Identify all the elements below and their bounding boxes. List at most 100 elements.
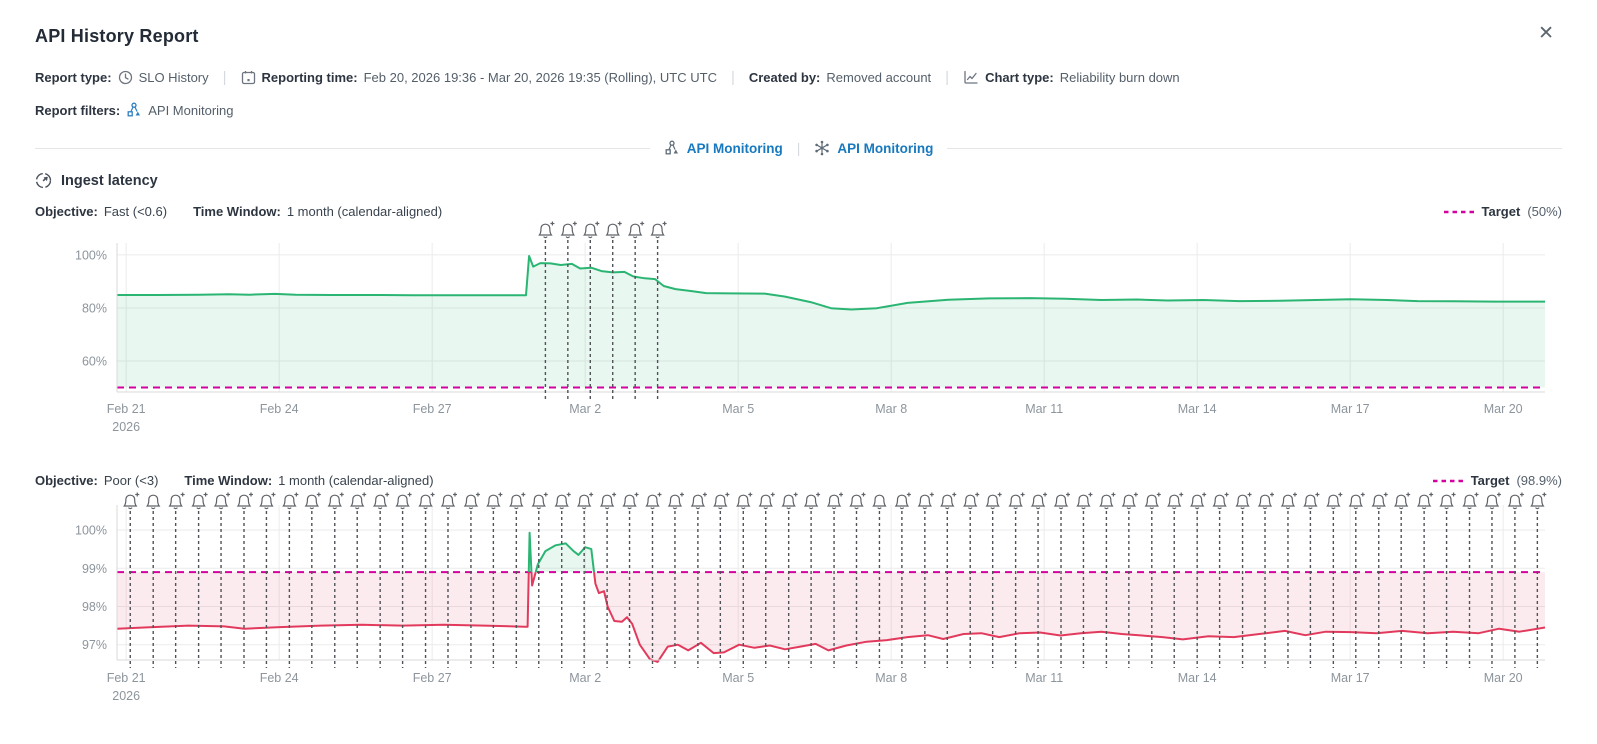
alert-bell-icon[interactable]	[963, 492, 980, 510]
time-window-value: 1 month (calendar-aligned)	[286, 204, 443, 219]
meta-divider: |	[945, 69, 950, 86]
slo-link-1[interactable]: API Monitoring	[664, 140, 783, 156]
alert-bell-icon[interactable]	[1484, 492, 1501, 510]
created-by-label: Created by:	[748, 70, 821, 85]
chart-type-value: Reliability burn down	[1059, 70, 1180, 85]
alert-bell-icon[interactable]	[1167, 492, 1184, 510]
objective-value: Poor (<3)	[103, 473, 159, 488]
reporting-time: Reporting time: Feb 20, 2026 19:36 - Mar…	[241, 70, 717, 85]
alert-bell-icon[interactable]	[1439, 492, 1456, 510]
calendar-icon	[241, 70, 256, 85]
objective-label: Objective:	[35, 473, 98, 488]
alert-bell-icon[interactable]	[713, 492, 730, 510]
alert-bell-icon[interactable]	[645, 492, 662, 510]
svg-text:Mar 17: Mar 17	[1331, 671, 1370, 685]
slo-link-2-label: API Monitoring	[837, 140, 934, 156]
alert-bell-icon[interactable]	[1462, 492, 1479, 510]
target-dash-swatch	[1432, 479, 1463, 482]
alert-bell-icon[interactable]	[282, 492, 299, 510]
alert-bell-icon[interactable]	[894, 492, 911, 510]
alert-bell-icon[interactable]	[1530, 492, 1547, 510]
alert-bell-icon[interactable]	[1371, 492, 1388, 510]
alert-bell-icon[interactable]	[627, 221, 645, 239]
report-type-label: Report type:	[35, 70, 112, 85]
alert-bell-icon[interactable]	[1121, 492, 1138, 510]
chart-block-1: Objective: Fast (<0.6) Time Window: 1 mo…	[35, 204, 1562, 435]
alert-bell-icon[interactable]	[940, 492, 957, 510]
alert-bell-icon[interactable]	[826, 492, 844, 510]
alert-bell-icon[interactable]	[1076, 492, 1093, 510]
alert-bell-icon[interactable]	[327, 492, 344, 510]
alert-bell-icon[interactable]	[463, 492, 480, 510]
close-icon[interactable]: ✕	[1538, 23, 1554, 44]
slo-burndown-chart-2: 100% 99% 98% 97% Feb 21 2026 Feb 24 Feb 27 Mar 2…	[75, 492, 1547, 703]
alert-bell-icon[interactable]	[304, 492, 321, 510]
alert-bell-icon[interactable]	[849, 492, 866, 510]
alert-bell-icon[interactable]	[395, 492, 412, 510]
alert-bell-icon[interactable]	[1257, 492, 1275, 510]
alert-bell-icon[interactable]	[213, 492, 231, 510]
page-title: API History Report	[35, 26, 199, 46]
alert-bell-icon[interactable]	[554, 492, 571, 510]
alert-bell-icon[interactable]	[191, 492, 208, 510]
svg-text:97%: 97%	[82, 638, 107, 652]
slo-link-2[interactable]: API Monitoring	[814, 140, 933, 156]
alert-bell-icon[interactable]	[372, 492, 390, 510]
alert-bell-icon[interactable]	[872, 494, 887, 510]
alert-bell-icon[interactable]	[259, 492, 276, 510]
alert-bell-icon[interactable]	[758, 492, 775, 510]
alert-bell-icon[interactable]	[583, 221, 600, 239]
alert-bell-icon[interactable]	[690, 492, 707, 510]
alert-bell-icon[interactable]	[486, 492, 503, 510]
alert-bell-icon[interactable]	[1099, 492, 1116, 510]
alert-bell-icon[interactable]	[605, 221, 622, 239]
svg-text:2026: 2026	[112, 420, 140, 434]
svg-text:Mar 2: Mar 2	[569, 402, 601, 416]
alert-bell-icon[interactable]	[1393, 492, 1411, 510]
svg-text:Feb 27: Feb 27	[413, 402, 452, 416]
alert-bell-icon[interactable]	[1053, 492, 1071, 510]
alert-bell-icon[interactable]	[1235, 492, 1252, 510]
alert-bell-icon[interactable]	[667, 492, 684, 510]
alert-bell-icon[interactable]	[576, 492, 594, 510]
report-filters: Report filters: API Monitoring	[35, 102, 234, 118]
svg-text:Mar 8: Mar 8	[875, 402, 907, 416]
alert-bell-icon[interactable]	[622, 492, 639, 510]
alert-bell-icon[interactable]	[917, 492, 934, 510]
alert-bell-icon[interactable]	[349, 492, 367, 510]
alert-bell-icon[interactable]	[1416, 492, 1434, 510]
chart-type-label: Chart type:	[985, 70, 1054, 85]
alert-bell-icon[interactable]	[1008, 492, 1025, 510]
alert-bell-icon[interactable]	[538, 221, 555, 239]
line-chart-icon	[963, 70, 979, 85]
alert-bell-icon[interactable]	[985, 492, 1002, 510]
alert-bell-icon[interactable]	[736, 492, 753, 510]
alert-bell-icon[interactable]	[781, 492, 798, 510]
alert-bell-icon[interactable]	[1303, 492, 1320, 510]
alert-bell-icon[interactable]	[803, 492, 821, 510]
report-filters-row: Report filters: API Monitoring	[35, 102, 1562, 118]
alert-bell-icon[interactable]	[531, 492, 548, 510]
slo-name: Ingest latency	[61, 172, 158, 189]
alert-bell-icon[interactable]	[1348, 492, 1365, 510]
svg-text:Mar 5: Mar 5	[722, 402, 754, 416]
objective-value: Fast (<0.6)	[103, 204, 168, 219]
alert-bell-icon[interactable]	[1326, 492, 1343, 510]
alert-bell-icon[interactable]	[418, 492, 435, 510]
alert-bell-icon[interactable]	[1507, 492, 1524, 510]
alert-bell-icon[interactable]	[1189, 492, 1207, 510]
alert-bell-icon[interactable]	[440, 492, 457, 510]
alert-bell-icon[interactable]	[1212, 492, 1229, 510]
alert-bell-icon[interactable]	[650, 221, 667, 239]
alert-bell-icon[interactable]	[145, 494, 161, 510]
alert-bell-icon[interactable]	[236, 492, 253, 510]
alert-bell-icon[interactable]	[1280, 492, 1297, 510]
alert-bell-icon[interactable]	[123, 492, 140, 510]
alert-bell-icon[interactable]	[509, 492, 526, 510]
alert-bell-icon[interactable]	[1030, 492, 1048, 510]
alert-bell-icon[interactable]	[1144, 492, 1161, 510]
alert-bell-icon[interactable]	[599, 492, 617, 510]
alert-bell-icon[interactable]	[560, 221, 577, 239]
svg-text:Feb 24: Feb 24	[260, 402, 299, 416]
alert-bell-icon[interactable]	[168, 492, 185, 510]
